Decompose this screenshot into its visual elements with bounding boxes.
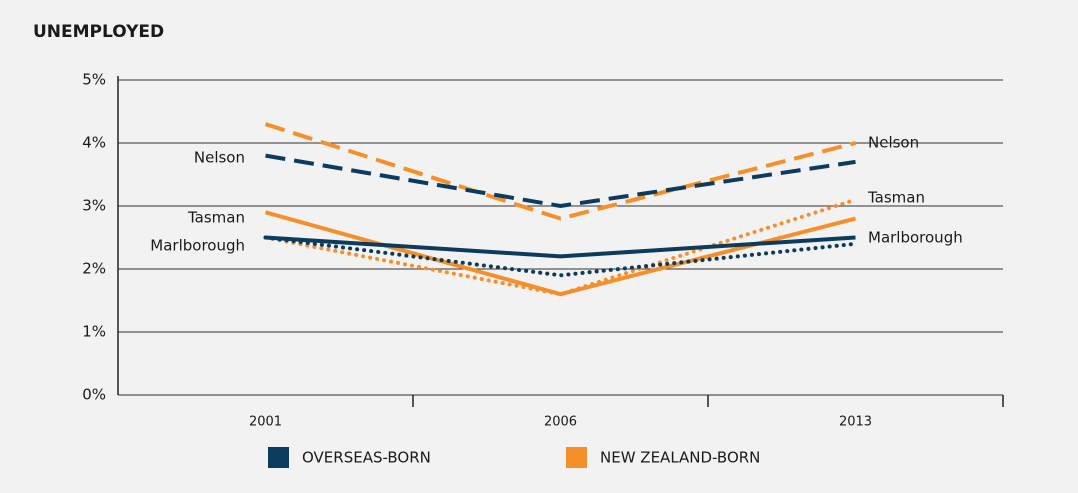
region-label-left: Tasman [187, 209, 245, 227]
region-label-right: Nelson [868, 134, 919, 152]
y-tick-label: 5% [82, 71, 106, 89]
legend-label: OVERSEAS-BORN [302, 449, 431, 467]
y-tick-label: 3% [82, 197, 106, 215]
legend-label: NEW ZEALAND-BORN [600, 449, 760, 467]
region-label-right: Marlborough [868, 229, 963, 247]
line [264, 122, 856, 221]
legend-swatch [268, 447, 289, 468]
line [263, 197, 858, 297]
y-tick-label: 0% [82, 386, 106, 404]
region-label-right: Tasman [867, 189, 925, 207]
y-tick-label: 2% [82, 260, 106, 278]
x-tick-label: 2006 [544, 415, 577, 430]
x-tick-label: 2001 [249, 415, 282, 430]
x-tick-label: 2013 [839, 415, 872, 430]
line [265, 235, 856, 259]
line [265, 153, 856, 209]
y-tick-label: 4% [82, 134, 106, 152]
chart-title: UNEMPLOYED [33, 22, 164, 42]
line [263, 235, 858, 278]
legend-swatch [566, 447, 587, 468]
region-label-left: Nelson [194, 149, 245, 167]
y-tick-label: 1% [82, 323, 106, 341]
region-label-left: Marlborough [150, 237, 245, 255]
